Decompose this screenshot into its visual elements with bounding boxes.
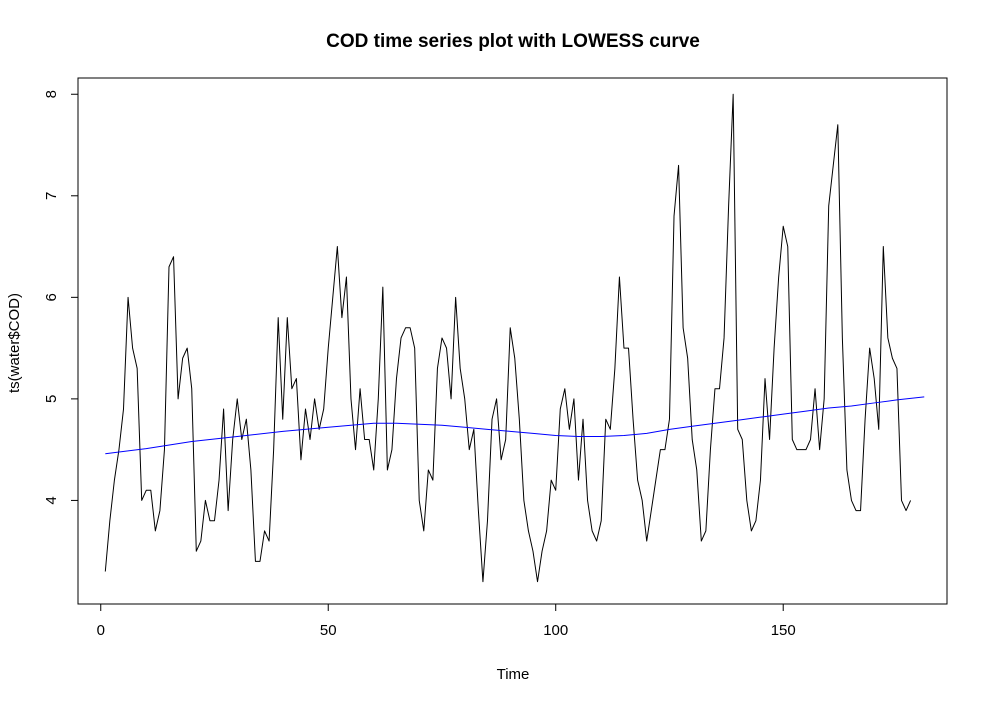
y-axis: 4 5 6 7 8 <box>43 90 79 505</box>
y-tick-label: 5 <box>43 395 60 403</box>
x-tick-label: 50 <box>320 622 337 639</box>
series-line-lowess <box>105 396 925 455</box>
x-tick-label: 0 <box>97 622 105 639</box>
x-tick-label: 150 <box>771 622 796 639</box>
x-axis: 0 50 100 150 <box>97 603 796 639</box>
x-axis-label: Time <box>497 666 530 683</box>
y-tick-label: 4 <box>43 496 60 504</box>
chart-title: COD time series plot with LOWESS curve <box>326 31 700 52</box>
y-tick-label: 8 <box>43 90 60 98</box>
y-tick-label: 7 <box>43 192 60 200</box>
y-axis-label: ts(water$COD) <box>6 293 23 393</box>
x-tick-label: 100 <box>543 622 568 639</box>
series-line-cod <box>104 93 912 583</box>
series-layer <box>104 93 925 583</box>
y-tick-label: 6 <box>43 293 60 301</box>
